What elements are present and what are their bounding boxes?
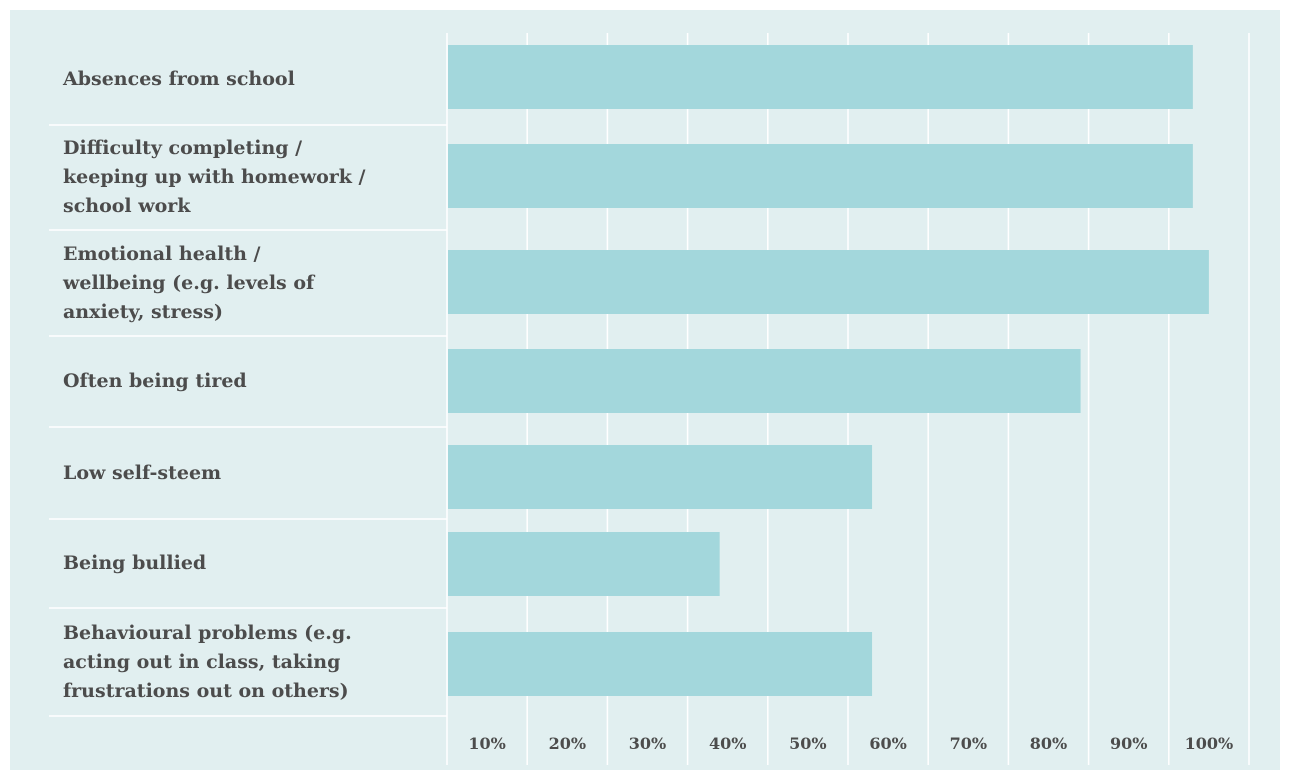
category-label-line: Emotional health / [63, 242, 261, 265]
category-label: Often being tired [63, 336, 443, 427]
category-label-line: Being bullied [63, 552, 207, 574]
category-label-line: Absences from school [63, 67, 295, 90]
category-label-line: frustrations out on others) [63, 679, 349, 702]
category-label: Emotional health / wellbeing (e.g. levels… [63, 230, 443, 336]
x-tick-label: 30% [629, 734, 666, 753]
category-label: Low self-steem [63, 427, 443, 519]
bar [448, 632, 873, 696]
category-label-line: acting out in class, taking [63, 650, 341, 673]
x-tick-label: 20% [549, 734, 586, 753]
x-tick-label: 70% [950, 734, 987, 753]
x-tick-label: 60% [869, 734, 906, 753]
bar [448, 349, 1081, 413]
x-tick-label: 40% [709, 734, 746, 753]
bar [448, 445, 873, 509]
bar [448, 532, 720, 596]
x-tick-label: 50% [789, 734, 826, 753]
x-tick-label: 100% [1185, 734, 1234, 753]
category-label-line: keeping up with homework / [63, 166, 366, 188]
category-label-line: Behavioural problems (e.g. [63, 621, 352, 644]
category-label: Difficulty completing / keeping up with h… [63, 125, 443, 230]
category-label-line: wellbeing (e.g. levels of [63, 271, 315, 294]
category-label: Being bullied [63, 519, 443, 608]
x-tick-label: 10% [468, 734, 505, 753]
category-label-line: Difficulty completing / [63, 137, 303, 159]
category-label-line: school work [63, 195, 191, 217]
category-label: Behavioural problems (e.g. acting out in … [63, 608, 443, 716]
category-label-line: Often being tired [63, 370, 247, 392]
bar [448, 144, 1193, 208]
category-label-line: Low self-steem [63, 461, 222, 484]
category-label-line: anxiety, stress) [63, 300, 223, 323]
x-tick-label: 90% [1110, 734, 1147, 753]
x-tick-label: 80% [1030, 734, 1067, 753]
bar [448, 250, 1209, 314]
category-label: Absences from school [63, 33, 443, 125]
bar [448, 45, 1193, 109]
